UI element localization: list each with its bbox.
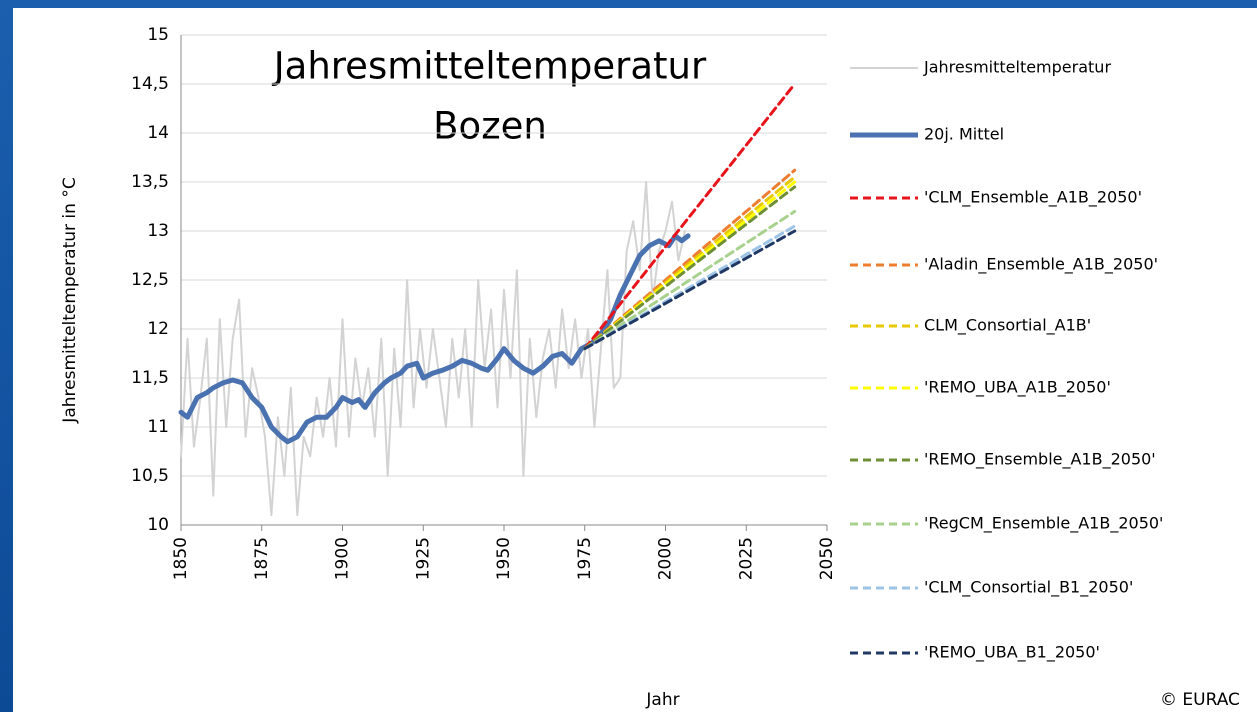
- legend-label: 'CLM_Consortial_B1_2050': [924, 578, 1133, 598]
- chart-title: Jahresmitteltemperatur: [272, 45, 707, 88]
- series-line: [583, 82, 797, 351]
- legend-label: 'Aladin_Ensemble_A1B_2050': [924, 255, 1158, 275]
- x-axis-label: Jahr: [645, 690, 679, 710]
- y-tick-label: 10,5: [131, 466, 169, 486]
- panel: [13, 8, 1257, 712]
- legend-label: 'REMO_UBA_B1_2050': [924, 643, 1100, 663]
- chart-title: Bozen: [433, 105, 547, 148]
- series-line: [178, 233, 691, 445]
- y-tick-label: 14,5: [131, 74, 169, 94]
- y-tick-label: 11: [147, 417, 169, 437]
- y-tick-label: 15: [147, 25, 169, 45]
- x-tick-label: 1875: [252, 537, 272, 580]
- legend-label: 'REMO_Ensemble_A1B_2050': [924, 450, 1156, 470]
- legend-label: 20j. Mittel: [924, 125, 1004, 144]
- x-tick-label: 1850: [171, 537, 191, 580]
- copyright: © EURAC: [1160, 690, 1240, 710]
- y-tick-label: 13,5: [131, 172, 169, 192]
- x-tick-label: 2000: [656, 537, 676, 580]
- series-line: [180, 181, 686, 517]
- series-line: [583, 229, 797, 351]
- series-line: [583, 209, 797, 351]
- y-tick-label: 14: [147, 123, 169, 143]
- x-tick-label: 1950: [494, 537, 514, 580]
- legend-label: 'CLM_Ensemble_A1B_2050': [924, 188, 1142, 208]
- legend-label: CLM_Consortial_A1B': [924, 316, 1091, 336]
- series-line: [583, 185, 797, 351]
- y-axis-label: Jahresmitteltemperatur in °C: [60, 177, 80, 423]
- legend-label: 'RegCM_Ensemble_A1B_2050': [924, 514, 1163, 534]
- legend-label: Jahresmitteltemperatur: [923, 58, 1111, 77]
- y-tick-label: 12: [147, 319, 169, 339]
- y-tick-label: 10: [147, 515, 169, 535]
- x-tick-label: 1900: [333, 537, 353, 580]
- y-tick-label: 12,5: [131, 270, 169, 290]
- y-tick-label: 11,5: [131, 368, 169, 388]
- x-tick-label: 2050: [817, 537, 837, 580]
- x-tick-label: 1925: [413, 537, 433, 580]
- legend-label: 'REMO_UBA_A1B_2050': [924, 378, 1111, 398]
- y-tick-label: 13: [147, 221, 169, 241]
- x-tick-label: 2025: [736, 537, 756, 580]
- x-tick-label: 1975: [575, 537, 595, 580]
